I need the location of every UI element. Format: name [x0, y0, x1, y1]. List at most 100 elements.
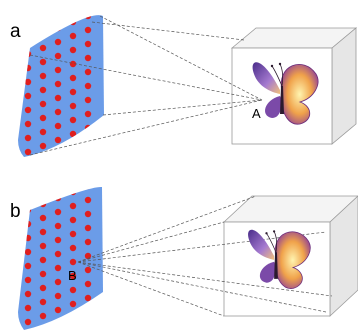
- projection-ray: [91, 21, 245, 41]
- display-dot: [24, 318, 32, 326]
- display-dot: [84, 15, 92, 20]
- focal-point-a-label: A: [252, 106, 261, 121]
- display-dot: [39, 214, 47, 222]
- display-dot: [69, 258, 77, 266]
- display-dot: [84, 68, 92, 76]
- display-dot: [39, 128, 47, 136]
- display-dot: [54, 80, 62, 88]
- rays-b: [77, 195, 333, 317]
- rays-a: [29, 15, 263, 156]
- display-dot: [69, 88, 77, 96]
- display-dot: [24, 134, 32, 142]
- display-dot: [24, 248, 32, 256]
- display-dot: [69, 300, 77, 308]
- display-dot: [84, 110, 92, 118]
- projection-ray: [77, 221, 225, 263]
- focal-point-b-label: B: [68, 268, 77, 283]
- display-dot: [84, 224, 92, 232]
- display-dot: [54, 52, 62, 60]
- display-dot: [39, 242, 47, 250]
- display-dot: [39, 100, 47, 108]
- display-dot: [54, 94, 62, 102]
- display-dot: [24, 220, 32, 228]
- display-dot: [69, 102, 77, 110]
- panel-a: A: [18, 15, 358, 157]
- display-dot: [69, 230, 77, 238]
- projection-ray: [77, 261, 327, 313]
- display-dot: [54, 66, 62, 74]
- display-dot: [54, 250, 62, 258]
- display-dot: [24, 106, 32, 114]
- display-screen-b: [18, 186, 103, 330]
- display-dot: [39, 58, 47, 66]
- panel-b-label: b: [10, 201, 21, 222]
- display-dot: [54, 292, 62, 300]
- display-dot: [69, 32, 77, 40]
- display-dot: [24, 64, 32, 72]
- display-dot: [69, 116, 77, 124]
- display-dot: [84, 186, 92, 190]
- projection-ray: [29, 54, 263, 101]
- display-dot: [24, 36, 32, 44]
- display-dot: [69, 188, 77, 196]
- display-dot: [84, 96, 92, 104]
- display-dot: [39, 142, 47, 150]
- projection-ray: [77, 195, 257, 263]
- display-dot: [54, 194, 62, 202]
- display-dot: [24, 276, 32, 284]
- display-dot: [24, 206, 32, 214]
- display-dot: [84, 82, 92, 90]
- projection-ray: [102, 99, 263, 116]
- display-dot: [69, 130, 77, 138]
- display-dot: [84, 196, 92, 204]
- panel-b: B: [18, 186, 358, 330]
- display-dot: [69, 286, 77, 294]
- display-dot: [24, 50, 32, 58]
- display-dot: [84, 40, 92, 48]
- display-dot: [69, 202, 77, 210]
- display-dot: [54, 122, 62, 130]
- display-dot: [39, 114, 47, 122]
- display-dot: [69, 46, 77, 54]
- display-dot: [39, 312, 47, 320]
- projection-ray: [77, 231, 327, 263]
- display-dot: [39, 256, 47, 264]
- display-dot: [84, 26, 92, 34]
- panel-a-label: a: [10, 21, 21, 42]
- display-dot: [39, 284, 47, 292]
- display-dot: [39, 228, 47, 236]
- display-dot: [24, 234, 32, 242]
- display-dot: [24, 78, 32, 86]
- display-dot: [54, 306, 62, 314]
- display-dot: [54, 278, 62, 286]
- box-side-face: [331, 27, 357, 145]
- display-dot: [39, 30, 47, 38]
- display-dot: [69, 216, 77, 224]
- display-dot: [84, 54, 92, 62]
- display-dot: [84, 266, 92, 274]
- display-dot: [24, 92, 32, 100]
- display-dot: [54, 222, 62, 230]
- display-dot: [39, 72, 47, 80]
- display-dot: [54, 108, 62, 116]
- display-screen-a: [18, 15, 104, 157]
- display-dot: [84, 280, 92, 288]
- display-dot: [24, 262, 32, 270]
- display-dot: [84, 294, 92, 302]
- projection-ray: [99, 15, 263, 101]
- projection-ray: [77, 261, 225, 317]
- display-dot: [39, 298, 47, 306]
- display-dot: [84, 238, 92, 246]
- display-dot: [84, 124, 92, 132]
- display-dot: [84, 210, 92, 218]
- projection-ray: [77, 261, 333, 297]
- display-dot: [54, 208, 62, 216]
- display-dot: [39, 270, 47, 278]
- display-dot: [54, 264, 62, 272]
- display-dot: [54, 24, 62, 32]
- display-dot: [69, 244, 77, 252]
- display-dot: [24, 304, 32, 312]
- display-dot: [54, 38, 62, 46]
